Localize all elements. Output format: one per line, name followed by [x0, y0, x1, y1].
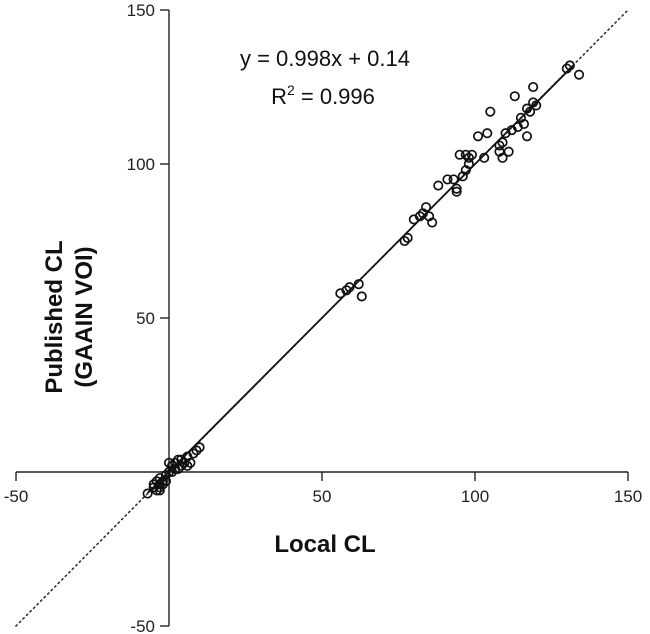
data-point: [473, 131, 484, 142]
data-point: [188, 448, 199, 459]
data-point: [573, 69, 585, 80]
data-point: [525, 106, 536, 117]
data-point: [463, 158, 474, 170]
x-tick-label: 150: [614, 487, 642, 506]
data-point: [497, 152, 508, 163]
data-point: [185, 457, 196, 468]
data-point: [528, 81, 539, 93]
data-point: [154, 473, 165, 484]
data-point: [561, 63, 572, 74]
x-tick-label: 50: [313, 487, 332, 506]
data-point: [509, 91, 520, 102]
y-tick-label: 100: [127, 155, 155, 174]
x-tick-label: 100: [461, 487, 489, 506]
r-squared-label: R2 = 0.996: [271, 82, 375, 109]
data-point: [482, 128, 493, 139]
y-tick-label: 50: [136, 309, 155, 328]
data-point: [528, 97, 539, 108]
data-point: [466, 149, 477, 160]
data-point: [531, 100, 542, 111]
data-point: [503, 146, 514, 157]
data-point: [353, 279, 364, 290]
data-point: [402, 232, 413, 243]
data-point: [494, 140, 505, 151]
regression-equation: y = 0.998x + 0.14: [240, 46, 410, 71]
data-point: [518, 118, 530, 130]
data-point: [182, 460, 193, 471]
y-axis-title-line-1: Published CL: [41, 240, 68, 393]
data-point: [448, 174, 459, 185]
data-point: [344, 282, 355, 293]
y-tick-label: 150: [127, 1, 155, 20]
data-point: [163, 457, 175, 468]
data-point: [433, 180, 444, 191]
data-point: [479, 152, 490, 163]
y-axis-title-line-2: (GAAIN VOI): [71, 246, 98, 387]
y-axis-title: Published CL (GAAIN VOI): [41, 240, 98, 393]
data-point: [521, 131, 533, 142]
x-tick-label: -50: [4, 487, 29, 506]
data-point: [485, 106, 496, 117]
data-point: [521, 103, 533, 114]
data-point: [399, 235, 410, 247]
data-point: [142, 488, 153, 499]
x-axis-title: Local CL: [274, 531, 375, 558]
data-point: [420, 202, 432, 213]
data-point: [451, 183, 462, 194]
y-tick-label: -50: [130, 617, 155, 634]
data-point: [427, 217, 438, 228]
data-point: [194, 442, 205, 453]
data-point: [460, 149, 471, 160]
data-point: [451, 186, 462, 197]
data-point: [454, 149, 465, 160]
data-point: [463, 152, 474, 163]
data-point: [442, 174, 453, 185]
data-point: [341, 285, 352, 296]
data-point: [497, 137, 508, 148]
identity-line: [15, 9, 629, 627]
plot-area: -50 50 100 150 -50 50 100 150: [4, 1, 642, 634]
data-point: [173, 454, 184, 465]
data-point: [356, 291, 367, 302]
data-point: [564, 60, 575, 71]
data-point: [191, 445, 202, 456]
